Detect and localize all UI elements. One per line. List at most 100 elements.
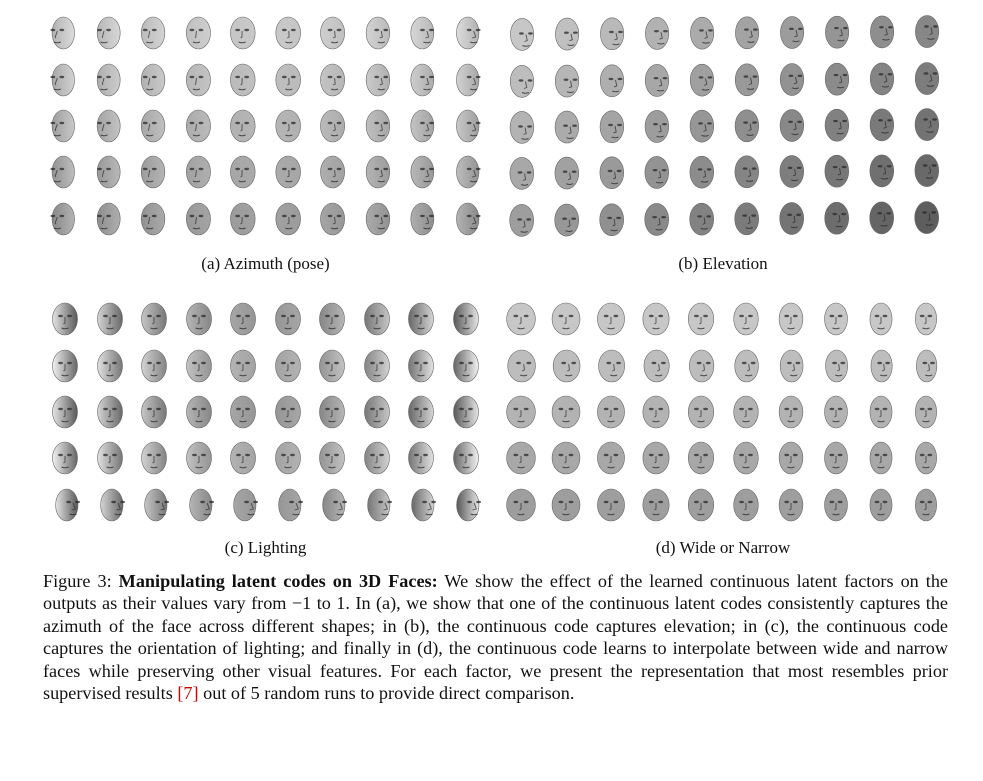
face-thumbnail [310,389,355,435]
face-thumbnail [266,482,311,528]
face-thumbnail [498,296,543,342]
face-thumbnail [355,196,400,242]
face-thumbnail [43,389,88,435]
face-thumbnail [444,10,489,56]
face-thumbnail [633,342,678,388]
face-thumbnail [177,342,222,388]
face-thumbnail [903,149,948,195]
face-thumbnail [858,342,903,388]
face-thumbnail [444,342,489,388]
face-thumbnail [903,389,948,435]
face-thumbnail [768,435,813,481]
face-thumbnail [813,149,858,195]
face-thumbnail [813,482,858,528]
face-thumbnail [498,196,543,242]
face-thumbnail [678,10,723,56]
face-thumbnail [221,10,266,56]
face-thumbnail [498,149,543,195]
face-thumbnail [768,56,813,102]
citation-link[interactable]: [7] [177,683,199,704]
face-thumbnail [266,56,311,102]
face-thumbnail [543,296,588,342]
face-thumbnail [813,342,858,388]
face-thumbnail [310,196,355,242]
face-thumbnail [355,10,400,56]
face-thumbnail [768,342,813,388]
face-thumbnail [858,296,903,342]
face-thumbnail [903,10,948,56]
face-thumbnail [177,149,222,195]
face-thumbnail [310,482,355,528]
face-thumbnail [444,482,489,528]
face-thumbnail [768,10,813,56]
face-thumbnail [903,296,948,342]
face-thumbnail [588,196,633,242]
face-thumbnail [88,389,133,435]
face-thumbnail [355,435,400,481]
caption-text-2: out of 5 random runs to provide direct c… [198,683,575,704]
caption-text-1: We show the effect of the learned contin… [43,571,948,704]
face-thumbnail [266,196,311,242]
face-thumbnail [132,10,177,56]
panel-a: (a) Azimuth (pose) [43,10,488,280]
face-thumbnail [399,196,444,242]
face-thumbnail [266,342,311,388]
face-thumbnail [588,149,633,195]
face-thumbnail [633,482,678,528]
face-thumbnail [132,435,177,481]
face-thumbnail [43,149,88,195]
face-thumbnail [310,149,355,195]
face-thumbnail [355,56,400,102]
face-thumbnail [498,56,543,102]
face-thumbnail [588,389,633,435]
face-thumbnail [858,482,903,528]
face-thumbnail [444,435,489,481]
face-thumbnail [310,10,355,56]
face-thumbnail [221,103,266,149]
face-thumbnail [678,196,723,242]
face-thumbnail [266,10,311,56]
face-thumbnail [858,10,903,56]
face-thumbnail [813,389,858,435]
figure-label: Figure 3: [43,571,112,591]
face-thumbnail [588,482,633,528]
face-thumbnail [399,149,444,195]
face-thumbnail [903,196,948,242]
face-thumbnail [858,389,903,435]
face-thumbnail [723,56,768,102]
face-thumbnail [723,196,768,242]
face-thumbnail [678,296,723,342]
face-thumbnail [444,389,489,435]
face-thumbnail [399,10,444,56]
face-thumbnail [678,482,723,528]
face-thumbnail [43,482,88,528]
face-thumbnail [633,10,678,56]
face-thumbnail [543,10,588,56]
face-thumbnail [177,10,222,56]
face-thumbnail [498,103,543,149]
face-thumbnail [678,103,723,149]
face-thumbnail [723,342,768,388]
face-thumbnail [444,103,489,149]
face-thumbnail [221,389,266,435]
face-thumbnail [444,296,489,342]
face-thumbnail [310,56,355,102]
face-thumbnail [266,149,311,195]
face-thumbnail [88,10,133,56]
face-grid-c [43,296,488,528]
face-thumbnail [88,296,133,342]
face-thumbnail [221,149,266,195]
face-thumbnail [177,435,222,481]
face-thumbnail [813,10,858,56]
face-thumbnail [903,56,948,102]
face-thumbnail [588,296,633,342]
face-thumbnail [543,56,588,102]
face-thumbnail [498,482,543,528]
face-thumbnail [355,342,400,388]
face-thumbnail [633,296,678,342]
face-thumbnail [768,196,813,242]
face-thumbnail [633,56,678,102]
figure-caption: Figure 3: Manipulating latent codes on 3… [43,570,948,704]
face-thumbnail [444,56,489,102]
face-thumbnail [813,103,858,149]
